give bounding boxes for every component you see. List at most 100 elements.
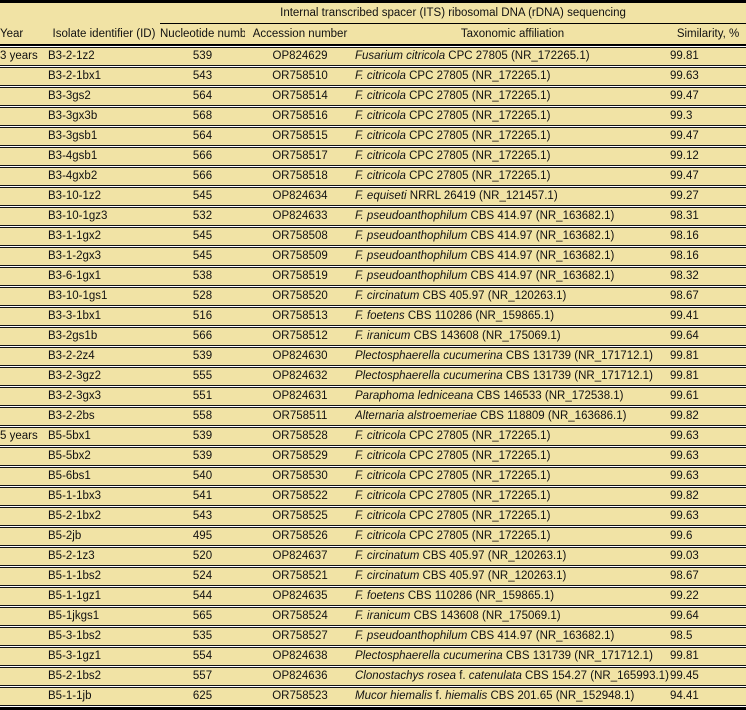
similarity-cell: 99.81 [670,47,746,66]
accession-number-cell: OR758511 [245,407,355,426]
accession-number-cell: OR758527 [245,627,355,646]
similarity-cell: 99.45 [670,667,746,686]
taxon-segment: f. [432,690,446,702]
taxon-segment: F. citricola [355,110,406,122]
nucleotide-number-cell: 539 [160,347,245,366]
isolate-id-cell: B3-1-1gx2 [48,227,160,246]
taxon-segment: Paraphoma ledniceana [355,390,474,402]
isolate-id-cell: B3-2-2z4 [48,347,160,366]
accession-number-cell: OR758525 [245,507,355,526]
taxon-segment: CPC 27805 (NR_172265.1) [445,50,590,62]
year-cell [0,547,48,566]
taxon-segment: F. citricola [355,430,406,442]
year-cell [0,647,48,666]
table-row: B3-1-1gx2 545 OR758508 F. pseudoanthophilum… [0,227,746,246]
taxon-segment: CBS 154.27 (NR_165993.1) [521,670,669,682]
nucleotide-number-cell: 520 [160,547,245,566]
accession-number-cell: OP824633 [245,207,355,226]
accession-number-cell: OR758526 [245,527,355,546]
taxonomic-affiliation-cell: F. circinatum CBS 405.97 (NR_120263.1) [355,287,670,306]
year-cell [0,107,48,126]
taxonomic-affiliation-cell: F. pseudoanthophilum CBS 414.97 (NR_1636… [355,227,670,246]
taxon-segment: F. pseudoanthophilum [355,630,468,642]
accession-number-cell: OR758519 [245,267,355,286]
similarity-cell: 99.82 [670,407,746,426]
taxonomic-affiliation-cell: F. citricola CPC 27805 (NR_172265.1) [355,67,670,86]
taxonomic-affiliation-cell: Clonostachys rosea f. catenulata CBS 154… [355,667,670,686]
accession-number-cell: OP824631 [245,387,355,406]
accession-number-cell: OR758523 [245,687,355,706]
taxonomic-affiliation-cell: F. iranicum CBS 143608 (NR_175069.1) [355,607,670,626]
similarity-cell: 99.63 [670,427,746,446]
taxonomic-affiliation-cell: Alternaria alstroemeriae CBS 118809 (NR_… [355,407,670,426]
year-cell: 3 years [0,47,48,66]
isolate-id-cell: B5-2-1bs2 [48,667,160,686]
year-cell [0,367,48,386]
accession-number-cell: OR758522 [245,487,355,506]
nucleotide-number-cell: 568 [160,107,245,126]
isolate-id-cell: B5-5bx1 [48,427,160,446]
taxon-segment: F. citricola [355,130,406,142]
table-body-grid: 3 years B3-2-1z2 539 OP824629 Fusarium citri… [0,46,746,707]
taxon-segment: F. citricola [355,450,406,462]
table-row: B5-1-1bx3 541 OR758522 F. citricola CPC 278… [0,487,746,506]
year-cell [0,307,48,326]
taxon-segment: CBS 405.97 (NR_120263.1) [419,290,567,302]
taxon-segment: F. pseudoanthophilum [355,210,468,222]
taxonomic-affiliation-cell: Plectosphaerella cucumerina CBS 131739 (… [355,347,670,366]
isolate-id-cell: B5-5bx2 [48,447,160,466]
taxon-segment: Plectosphaerella cucumerina [355,650,503,662]
year-cell [0,127,48,146]
nucleotide-number-cell: 543 [160,507,245,526]
taxon-segment: CBS 110286 (NR_159865.1) [404,590,555,602]
similarity-cell: 99.47 [670,167,746,186]
taxonomic-affiliation-cell: F. iranicum CBS 143608 (NR_175069.1) [355,327,670,346]
accession-number-cell: OR758524 [245,607,355,626]
taxon-segment: Clonostachys rosea [355,670,456,682]
table-header: Internal transcribed spacer (ITS) riboso… [0,3,746,46]
similarity-cell: 99.63 [670,67,746,86]
table-row: 3 years B3-2-1z2 539 OP824629 Fusarium citri… [0,47,746,66]
taxonomic-affiliation-cell: F. citricola CPC 27805 (NR_172265.1) [355,487,670,506]
year-cell [0,87,48,106]
taxonomic-affiliation-cell: F. citricola CPC 27805 (NR_172265.1) [355,467,670,486]
taxon-segment: F. pseudoanthophilum [355,250,468,262]
table-row: B3-2-2bs 558 OR758511 Alternaria alstroemer… [0,407,746,426]
nucleotide-number-cell: 566 [160,327,245,346]
isolate-id-cell: B5-3-1bs2 [48,627,160,646]
table-row: B3-2gs1b 566 OR758512 F. iranicum CBS 14360… [0,327,746,346]
accession-number-cell: OR758521 [245,567,355,586]
accession-number-cell: OR758530 [245,467,355,486]
taxon-segment: Fusarium citricola [355,50,446,62]
taxon-segment: F. pseudoanthophilum [355,230,468,242]
similarity-cell: 99.63 [670,467,746,486]
nucleotide-number-cell: 554 [160,647,245,666]
accession-number-cell: OP824637 [245,547,355,566]
table-row: B3-4gxb2 566 OR758518 F. citricola CPC 2780… [0,167,746,186]
isolate-id-cell: B5-3-1gz1 [48,647,160,666]
table-row: B3-10-1gz3 532 OP824633 F. pseudoanthophilu… [0,207,746,226]
similarity-cell: 99.27 [670,187,746,206]
similarity-cell: 98.67 [670,287,746,306]
similarity-cell: 98.16 [670,227,746,246]
taxon-segment: CPC 27805 (NR_172265.1) [405,130,551,142]
isolate-id-cell: B3-3-1bx1 [48,307,160,326]
similarity-cell: 99.64 [670,607,746,626]
accession-number-cell: OR758509 [245,247,355,266]
year-cell [0,607,48,626]
column-header-nucleotide-number: Nucleotide number [160,28,245,40]
taxon-segment: CBS 143608 (NR_175069.1) [410,330,561,342]
taxon-segment: F. circinatum [355,570,420,582]
table-row: B5-3-1bs2 535 OR758527 F. pseudoanthophilum… [0,627,746,646]
taxon-segment: F. foetens [355,590,405,602]
isolate-id-cell: B5-2-1z3 [48,547,160,566]
column-header-year: Year [0,27,24,40]
taxonomic-affiliation-cell: F. circinatum CBS 405.97 (NR_120263.1) [355,567,670,586]
table-row: B3-3gx3b 568 OR758516 F. citricola CPC 2780… [0,107,746,126]
similarity-cell: 99.22 [670,587,746,606]
table-row: B5-2jb 495 OR758526 F. citricola CPC 27805 … [0,527,746,546]
taxon-segment: F. citricola [355,510,406,522]
nucleotide-number-cell: 558 [160,407,245,426]
isolate-id-cell: B3-2-2bs [48,407,160,426]
